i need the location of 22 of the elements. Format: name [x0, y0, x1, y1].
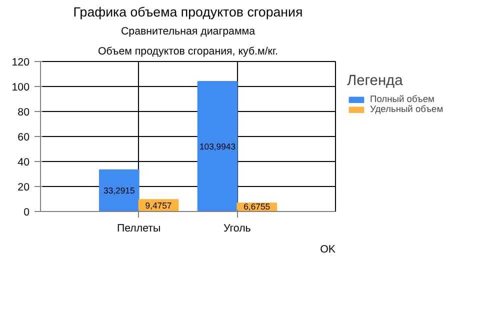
- text: OK: [320, 244, 336, 256]
- y-tick-label: 100: [12, 82, 30, 94]
- data-label: 33,2915: [104, 186, 135, 196]
- x-tick-label: Уголь: [223, 222, 252, 234]
- y-tick-label: 120: [12, 56, 30, 68]
- y-tick-label: 40: [18, 156, 30, 168]
- legend-label: Полный объем: [370, 94, 434, 104]
- legend-title: Легенда: [347, 73, 404, 89]
- data-label: 103,9943: [199, 142, 236, 152]
- data-label: 9,4757: [145, 200, 172, 211]
- chart-subtitle: Объем продуктов сгорания, куб.м/кг.: [98, 46, 278, 58]
- y-tick-label: 0: [24, 206, 30, 218]
- y-tick-label: 80: [18, 106, 30, 118]
- bar: [197, 81, 238, 212]
- data-label: 6,6755: [244, 202, 270, 212]
- chart-title: Сравнительная диаграмма: [120, 26, 256, 38]
- x-tick-label: Пеллеты: [116, 222, 161, 234]
- text: Графика объема продуктов сгорания: [73, 4, 303, 20]
- y-tick-label: 20: [18, 182, 30, 194]
- legend-label: Удельный объем: [370, 104, 444, 114]
- bar: [99, 169, 140, 212]
- y-tick-label: 60: [18, 132, 30, 144]
